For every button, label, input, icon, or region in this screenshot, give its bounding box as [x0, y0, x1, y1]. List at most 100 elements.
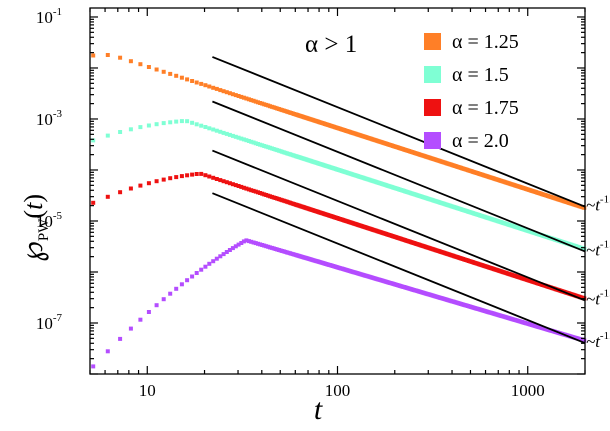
- legend-swatch: [424, 99, 441, 116]
- x-tick-label: 100: [325, 381, 351, 400]
- legend-swatch: [424, 66, 441, 83]
- series-1: [91, 53, 587, 210]
- axis-ticks: [89, 8, 586, 375]
- data-point: [207, 126, 212, 131]
- reference-line-3: [212, 149, 586, 302]
- data-point: [249, 98, 254, 103]
- slope-labels: ~t-1.5 ~t-1.5 ~t-1.5 ~t-1.5: [586, 194, 610, 351]
- data-point: [203, 83, 208, 88]
- data-point: [174, 175, 179, 180]
- data-point: [118, 55, 123, 60]
- data-point: [249, 239, 254, 244]
- data-point: [211, 85, 216, 90]
- reference-lines: [212, 56, 586, 344]
- legend-label: α = 1.75: [452, 97, 519, 119]
- y-tick-label: 10-5: [36, 210, 63, 231]
- data-point: [199, 123, 204, 128]
- data-point: [256, 100, 260, 105]
- data-point: [236, 184, 241, 188]
- data-point: [168, 120, 173, 125]
- data-point: [239, 94, 244, 99]
- data-point: [161, 121, 166, 126]
- data-point: [227, 132, 232, 137]
- data-point: [236, 135, 241, 140]
- y-tick-label: 10-3: [36, 108, 63, 129]
- data-point: [227, 91, 232, 96]
- data-point: [582, 247, 587, 251]
- y-tick-label: 10-1: [36, 6, 62, 27]
- data-point: [241, 95, 246, 100]
- data-point: [258, 142, 263, 147]
- data-point: [203, 173, 208, 178]
- data-point: [154, 67, 159, 72]
- data-point: [241, 137, 246, 142]
- data-point: [214, 256, 219, 261]
- slope-label-4: ~t-1.5: [586, 330, 610, 351]
- data-point: [582, 205, 587, 210]
- data-point: [256, 190, 260, 195]
- data-point: [190, 274, 195, 279]
- legend-label: α = 2.0: [452, 130, 509, 152]
- data-point: [246, 97, 251, 102]
- data-point: [221, 179, 226, 184]
- data-point: [246, 139, 251, 143]
- data-points: [91, 53, 587, 369]
- data-point: [91, 200, 96, 205]
- data-point: [194, 122, 199, 127]
- data-point: [105, 133, 110, 138]
- y-tick-label: 10-7: [36, 312, 63, 333]
- data-point: [161, 177, 166, 182]
- data-point: [168, 71, 173, 76]
- series-3: [91, 171, 587, 301]
- data-point: [258, 242, 263, 247]
- data-point: [91, 53, 96, 58]
- legend-label: α = 1.5: [452, 64, 509, 86]
- data-point: [230, 182, 235, 187]
- data-point: [244, 186, 249, 191]
- data-point: [179, 119, 184, 124]
- data-point: [253, 241, 258, 246]
- data-point: [179, 75, 184, 80]
- reference-line-1: [212, 56, 586, 208]
- y-axis-symbol: ℘: [16, 241, 49, 262]
- data-point: [199, 81, 204, 86]
- data-point: [194, 271, 199, 275]
- data-point: [146, 123, 151, 128]
- data-point: [146, 310, 151, 314]
- data-point: [105, 349, 110, 354]
- legend-label: α = 1.25: [452, 31, 519, 53]
- data-point: [211, 259, 216, 264]
- data-point: [221, 89, 226, 94]
- y-axis-label: ℘PW(t): [16, 194, 52, 262]
- data-point: [105, 53, 110, 57]
- data-point: [203, 264, 208, 269]
- data-point: [258, 101, 263, 105]
- data-point: [230, 133, 235, 138]
- data-point: [185, 77, 190, 82]
- data-point: [218, 178, 223, 183]
- data-point: [246, 187, 251, 192]
- data-point: [221, 252, 226, 257]
- data-point: [174, 119, 179, 124]
- series-4: [91, 238, 587, 369]
- reference-line-4: [212, 192, 586, 344]
- data-point: [138, 317, 143, 322]
- data-point: [249, 139, 254, 144]
- x-tick-label: 1000: [511, 381, 545, 400]
- data-point: [253, 189, 258, 194]
- data-point: [244, 138, 249, 143]
- data-point: [214, 177, 219, 181]
- data-point: [241, 239, 246, 244]
- data-point: [218, 88, 223, 93]
- legend: α = 1.25 α = 1.5 α = 1.75 α = 2.0: [424, 31, 519, 152]
- data-point: [253, 99, 258, 104]
- data-point: [239, 241, 244, 245]
- data-point: [199, 171, 204, 176]
- data-point: [190, 172, 195, 177]
- data-point: [258, 191, 263, 195]
- data-point: [256, 241, 260, 246]
- data-point: [207, 84, 212, 89]
- data-point: [211, 127, 216, 132]
- data-point: [161, 297, 166, 302]
